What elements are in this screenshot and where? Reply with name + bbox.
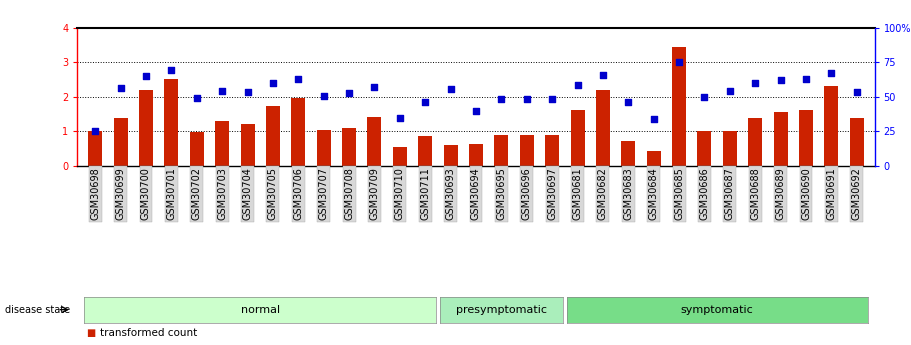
Point xyxy=(291,76,305,81)
Bar xyxy=(393,147,407,166)
Bar xyxy=(495,135,508,166)
Text: symptomatic: symptomatic xyxy=(681,305,753,315)
Bar xyxy=(672,47,686,166)
Bar xyxy=(520,135,534,166)
Bar xyxy=(317,130,331,166)
Bar xyxy=(367,117,382,166)
Text: GSM30702: GSM30702 xyxy=(191,167,201,220)
Text: GSM30701: GSM30701 xyxy=(167,167,177,220)
Text: GSM30689: GSM30689 xyxy=(775,167,785,220)
Text: GSM30686: GSM30686 xyxy=(700,167,710,220)
Bar xyxy=(596,90,609,166)
Text: GSM30709: GSM30709 xyxy=(370,167,380,220)
Point xyxy=(342,90,356,96)
Text: GSM30695: GSM30695 xyxy=(496,167,507,220)
Text: GSM30711: GSM30711 xyxy=(420,167,430,220)
Text: GSM30710: GSM30710 xyxy=(394,167,404,220)
Bar xyxy=(139,90,153,166)
Text: GSM30699: GSM30699 xyxy=(116,167,126,220)
Bar xyxy=(343,128,356,166)
Point xyxy=(241,90,255,95)
Text: ■: ■ xyxy=(87,328,96,338)
Point xyxy=(469,109,484,114)
Bar xyxy=(444,145,457,166)
Point xyxy=(393,115,407,121)
Bar xyxy=(164,79,179,166)
Text: GSM30692: GSM30692 xyxy=(852,167,862,220)
Bar xyxy=(418,136,432,166)
Bar xyxy=(469,144,483,166)
Bar xyxy=(824,86,838,166)
Point xyxy=(418,99,433,105)
Point xyxy=(266,81,281,86)
Text: GSM30681: GSM30681 xyxy=(572,167,582,220)
Text: GSM30690: GSM30690 xyxy=(801,167,811,220)
Point xyxy=(138,73,153,79)
Text: GSM30700: GSM30700 xyxy=(141,167,151,220)
Point xyxy=(824,70,839,76)
Text: GSM30688: GSM30688 xyxy=(751,167,761,220)
Text: GSM30691: GSM30691 xyxy=(826,167,836,220)
Text: GSM30682: GSM30682 xyxy=(598,167,608,220)
Bar xyxy=(698,131,711,166)
Bar xyxy=(621,141,635,166)
Bar xyxy=(722,131,737,166)
Bar xyxy=(545,135,559,166)
Bar xyxy=(189,132,204,166)
Point xyxy=(596,72,610,78)
Point xyxy=(545,97,559,102)
Bar xyxy=(799,110,813,166)
Text: GSM30687: GSM30687 xyxy=(725,167,735,220)
Point xyxy=(113,85,128,91)
Text: GSM30708: GSM30708 xyxy=(344,167,354,220)
Text: GSM30683: GSM30683 xyxy=(623,167,633,220)
Text: GSM30694: GSM30694 xyxy=(471,167,481,220)
Bar xyxy=(773,112,788,166)
Point xyxy=(647,116,661,122)
Text: GSM30703: GSM30703 xyxy=(217,167,227,220)
Text: GSM30705: GSM30705 xyxy=(268,167,278,220)
Point xyxy=(164,67,179,73)
Bar xyxy=(850,118,864,166)
Point xyxy=(697,94,711,99)
Point xyxy=(519,97,534,102)
Point xyxy=(189,96,204,101)
Point xyxy=(748,81,763,86)
Point xyxy=(799,77,814,82)
Text: GSM30685: GSM30685 xyxy=(674,167,684,220)
Text: GSM30696: GSM30696 xyxy=(522,167,532,220)
Bar xyxy=(266,106,280,166)
Point xyxy=(722,88,737,93)
Text: transformed count: transformed count xyxy=(100,328,198,338)
Point xyxy=(773,78,788,83)
Text: GSM30693: GSM30693 xyxy=(445,167,456,220)
Text: GSM30707: GSM30707 xyxy=(319,167,329,220)
Point xyxy=(88,128,103,134)
Point xyxy=(494,97,508,102)
Bar xyxy=(241,124,254,166)
Text: GSM30684: GSM30684 xyxy=(649,167,659,220)
Text: GSM30706: GSM30706 xyxy=(293,167,303,220)
Text: GSM30697: GSM30697 xyxy=(548,167,558,220)
Bar xyxy=(647,151,660,166)
Text: GSM30698: GSM30698 xyxy=(90,167,100,220)
Text: normal: normal xyxy=(241,305,280,315)
Point xyxy=(621,100,636,105)
Bar xyxy=(88,131,102,166)
Bar xyxy=(570,110,585,166)
Point xyxy=(570,82,585,87)
Point xyxy=(849,90,864,95)
Text: presymptomatic: presymptomatic xyxy=(456,305,547,315)
Bar xyxy=(292,98,305,166)
Point xyxy=(671,59,686,65)
Point xyxy=(316,93,331,98)
Text: GSM30704: GSM30704 xyxy=(242,167,252,220)
Point xyxy=(367,85,382,90)
Bar xyxy=(748,118,763,166)
Bar xyxy=(215,121,230,166)
Text: disease state: disease state xyxy=(5,305,69,315)
Point xyxy=(215,88,230,93)
Bar xyxy=(114,118,128,166)
Point xyxy=(444,86,458,92)
